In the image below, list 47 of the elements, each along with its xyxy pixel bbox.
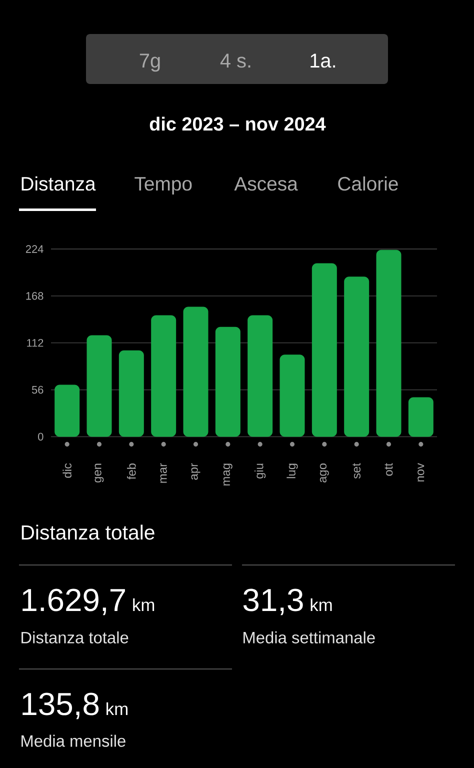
bar — [280, 354, 305, 437]
text: Calorie — [338, 176, 398, 191]
text: km — [106, 702, 128, 715]
text: Media settimanale — [244, 631, 375, 644]
bar — [86, 335, 112, 437]
text: 135,8 — [22, 692, 99, 720]
text: Distanza totale — [22, 524, 154, 540]
text: Distanza totale — [22, 631, 128, 644]
bar — [215, 326, 240, 437]
x-tick-label: mag — [223, 464, 232, 486]
x-tick-label: set — [352, 463, 360, 479]
text: Tempo — [134, 177, 192, 195]
bar — [344, 276, 370, 437]
bar — [118, 350, 144, 437]
text: 7g — [140, 54, 160, 72]
text: km — [310, 598, 332, 611]
y-tick-label: 112 — [27, 339, 44, 347]
bar — [408, 397, 434, 437]
y-tick-label: 224 — [26, 245, 44, 253]
text: Media mensile — [22, 734, 126, 747]
bar — [248, 315, 273, 437]
bar — [376, 250, 402, 437]
y-tick-label: 56 — [32, 386, 44, 394]
bar — [54, 384, 80, 437]
bar — [151, 315, 176, 437]
text: 4 s. — [220, 54, 250, 68]
bar — [312, 263, 337, 437]
text: 1.629,7 — [22, 588, 125, 616]
x-tick-label: nov — [418, 463, 424, 482]
text: Ascesa — [234, 177, 298, 191]
text: km — [133, 598, 154, 611]
x-tick-label: ago — [320, 464, 329, 482]
y-tick-label: 0 — [38, 432, 44, 441]
x-tick-label: lug — [286, 464, 298, 478]
x-tick-label: dic — [62, 463, 72, 478]
bar — [183, 306, 208, 437]
text: 31,3 — [243, 588, 303, 616]
text: 1a. — [310, 54, 336, 68]
x-tick-label: giu — [254, 464, 266, 478]
chart-title: dic 2023 – nov 2024 — [150, 116, 326, 131]
x-tick-label: ott — [384, 463, 393, 476]
x-tick-label: mar — [160, 463, 167, 483]
x-tick-label: feb — [127, 464, 136, 480]
x-tick-label: apr — [191, 463, 200, 480]
x-tick-label: gen — [94, 464, 104, 482]
y-tick-label: 168 — [26, 292, 44, 300]
text: Distanza — [22, 176, 96, 191]
